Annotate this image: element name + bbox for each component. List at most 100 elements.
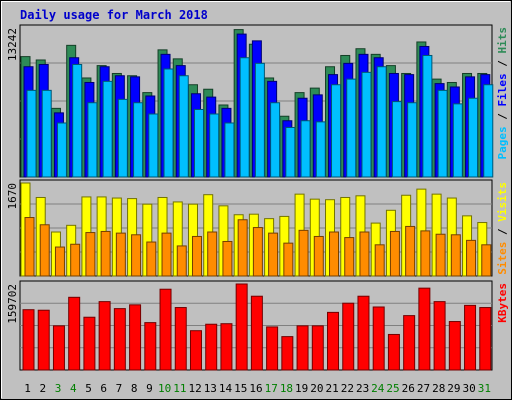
legend-entry-files: Files: [496, 73, 509, 106]
legend-entry-sites: Sites: [496, 242, 509, 275]
bar-kbytes-day-26: [403, 315, 416, 371]
bar-sites-day-18: [283, 242, 294, 277]
x-tick-label: 25: [386, 382, 399, 395]
panel-kbytes: 159702 KBytes: [6, 280, 509, 371]
bar-pages-day-23: [361, 71, 372, 178]
bar-sites-day-3: [54, 246, 65, 277]
bar-kbytes-day-13: [205, 323, 218, 371]
bar-sites-day-21: [329, 231, 340, 277]
bar-sites-day-2: [39, 224, 50, 277]
legend-kbytes: KBytes: [496, 283, 509, 323]
bar-pages-day-17: [270, 102, 281, 178]
bar-pages-day-6: [102, 80, 113, 178]
bar-pages-day-14: [224, 122, 235, 178]
bar-kbytes-day-10: [159, 288, 172, 371]
panel-hits_files_pages: 13242 Pages / Files / Hits: [6, 24, 509, 178]
bar-kbytes-day-4: [68, 296, 81, 371]
x-tick-label: 26: [402, 382, 415, 395]
bar-sites-day-15: [237, 219, 248, 277]
x-tick-label: 15: [234, 382, 247, 395]
bar-sites-day-29: [450, 234, 461, 277]
bar-sites-day-16: [252, 227, 263, 277]
bar-pages-day-16: [254, 62, 265, 178]
bar-kbytes-day-17: [266, 326, 279, 371]
bar-sites-day-26: [405, 225, 416, 277]
x-tick-label: 21: [326, 382, 339, 395]
bar-kbytes-day-18: [281, 336, 294, 371]
bar-sites-day-23: [359, 231, 370, 277]
bar-sites-day-30: [466, 239, 477, 277]
x-tick-label: 4: [70, 382, 77, 395]
x-tick-label: 9: [146, 382, 153, 395]
legend-entry-kbytes: KBytes: [496, 283, 509, 323]
bar-sites-day-13: [207, 231, 218, 277]
x-tick-label: 24: [371, 382, 385, 395]
x-tick-label: 12: [188, 382, 201, 395]
x-tick-label: 18: [280, 382, 293, 395]
bar-pages-day-21: [331, 84, 342, 178]
panel-visits_sites: 1670 Sites / Visits: [6, 179, 509, 277]
bar-sites-day-11: [176, 245, 187, 277]
bar-sites-day-10: [161, 232, 172, 277]
x-tick-label: 2: [40, 382, 47, 395]
bar-sites-day-14: [222, 240, 233, 277]
x-tick-label: 22: [341, 382, 354, 395]
bar-kbytes-day-19: [296, 325, 309, 371]
bar-kbytes-day-1: [22, 309, 35, 371]
bar-kbytes-day-27: [418, 287, 431, 371]
bar-kbytes-day-8: [129, 304, 142, 371]
bar-sites-day-17: [268, 232, 279, 277]
bar-pages-day-20: [315, 121, 326, 178]
x-tick-label: 19: [295, 382, 308, 395]
legend-hits_files_pages: Pages / Files / Hits: [496, 27, 509, 160]
bar-kbytes-day-28: [433, 301, 446, 371]
bar-sites-day-28: [435, 233, 446, 277]
bar-pages-day-22: [346, 78, 357, 178]
legend-separator: /: [496, 54, 509, 74]
x-tick-label: 7: [116, 382, 123, 395]
bar-kbytes-day-7: [113, 308, 126, 371]
bar-pages-day-7: [117, 98, 128, 178]
legend-separator: /: [496, 222, 509, 242]
x-tick-label: 20: [310, 382, 323, 395]
x-tick-label: 17: [265, 382, 278, 395]
bar-pages-day-26: [407, 102, 418, 178]
bar-pages-day-18: [285, 126, 296, 178]
bar-kbytes-day-12: [189, 330, 202, 371]
bar-pages-day-12: [193, 108, 204, 178]
bar-sites-day-27: [420, 230, 431, 277]
bar-kbytes-day-30: [464, 304, 477, 371]
bar-kbytes-day-6: [98, 301, 111, 371]
y-max-label: 1670: [6, 183, 19, 210]
x-tick-label: 11: [173, 382, 186, 395]
bar-sites-day-22: [344, 237, 355, 277]
bar-kbytes-day-24: [372, 306, 385, 371]
legend-entry-visits: Visits: [496, 182, 509, 222]
y-max-label: 13242: [6, 28, 19, 61]
y-max-label: 159702: [6, 284, 19, 324]
bar-sites-day-12: [191, 235, 202, 277]
bar-kbytes-day-11: [174, 307, 187, 371]
series-sites: [24, 217, 492, 277]
bar-pages-day-8: [133, 102, 144, 178]
bar-sites-day-7: [115, 232, 126, 277]
bar-pages-day-10: [163, 68, 174, 178]
bar-pages-day-30: [468, 97, 479, 178]
bar-pages-day-5: [87, 102, 98, 178]
bar-pages-day-11: [178, 75, 189, 178]
bar-sites-day-24: [374, 244, 385, 277]
legend-entry-pages: Pages: [496, 126, 509, 159]
x-tick-label: 13: [204, 382, 217, 395]
legend-separator: /: [496, 107, 509, 127]
bar-kbytes-day-31: [479, 307, 492, 371]
x-tick-label: 23: [356, 382, 369, 395]
bar-pages-day-15: [239, 57, 250, 178]
bar-kbytes-day-9: [144, 322, 157, 371]
bar-kbytes-day-3: [52, 325, 65, 371]
series-kbytes: [22, 283, 492, 371]
bar-kbytes-day-29: [448, 321, 461, 371]
x-tick-label: 10: [158, 382, 171, 395]
bar-pages-day-25: [391, 101, 402, 178]
bar-kbytes-day-14: [220, 323, 233, 371]
x-tick-label: 29: [447, 382, 460, 395]
